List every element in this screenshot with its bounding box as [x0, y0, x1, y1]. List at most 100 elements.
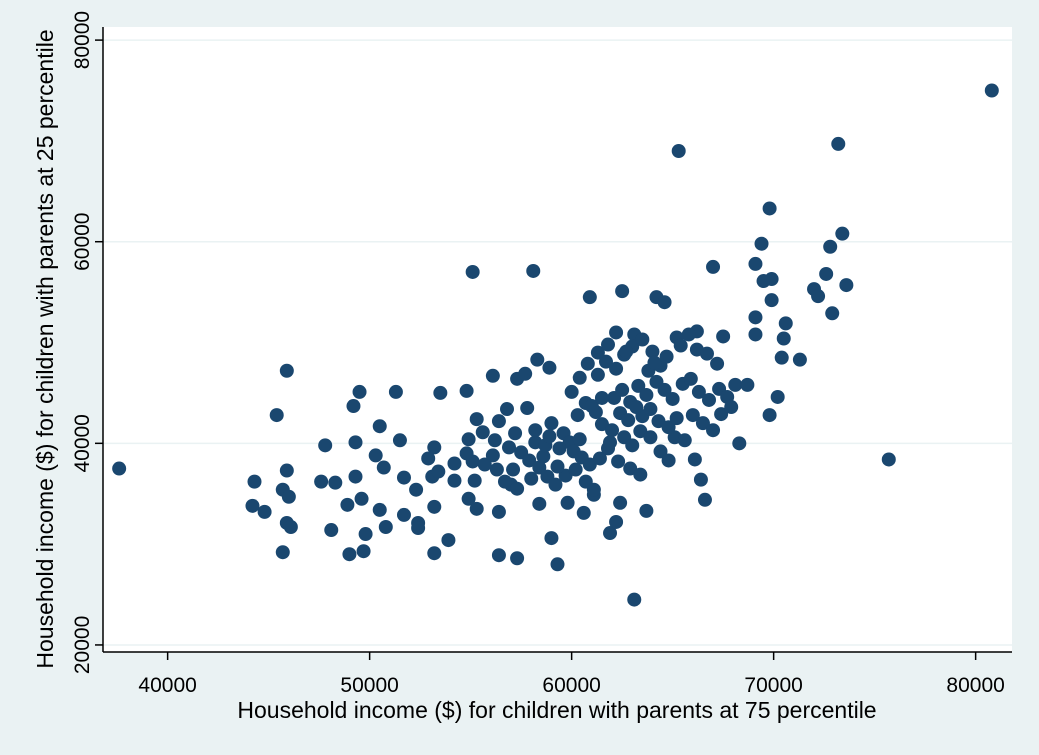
data-point [461, 491, 476, 506]
data-point [615, 284, 630, 299]
data-point [770, 389, 785, 404]
data-point [643, 430, 658, 445]
data-point [542, 429, 557, 444]
data-point [526, 263, 541, 278]
data-points [112, 83, 999, 607]
data-point [590, 345, 605, 360]
y-tick-label: 40000 [71, 414, 94, 472]
y-tick-label: 60000 [71, 213, 94, 271]
data-point [625, 438, 640, 453]
data-point [314, 474, 329, 489]
data-point [710, 356, 725, 371]
data-point [774, 350, 789, 365]
data-point [825, 306, 840, 321]
data-point [279, 463, 294, 478]
data-point [447, 456, 462, 471]
data-point [645, 344, 660, 359]
x-tick-label: 40000 [138, 674, 196, 697]
data-point [427, 499, 442, 514]
data-point [544, 531, 559, 546]
data-point [348, 469, 363, 484]
data-point [714, 407, 729, 422]
data-point [427, 440, 442, 455]
data-point [633, 467, 648, 482]
data-point [352, 384, 367, 399]
data-point [427, 546, 442, 561]
data-point [522, 453, 537, 468]
data-point [520, 401, 535, 416]
y-axis-ticks: 20000 40000 60000 80000 [71, 11, 103, 674]
data-point [661, 453, 676, 468]
data-point [685, 408, 700, 423]
data-point [776, 331, 791, 346]
data-point [376, 460, 391, 475]
data-point [657, 295, 672, 310]
data-point [693, 472, 708, 487]
data-point [491, 548, 506, 563]
data-point [491, 504, 506, 519]
data-point [550, 459, 565, 474]
data-point [605, 423, 620, 438]
data-point [659, 349, 674, 364]
data-point [550, 557, 565, 572]
data-point [328, 475, 343, 490]
data-point [702, 392, 716, 407]
data-point [491, 414, 506, 429]
data-point [487, 433, 502, 448]
data-point [524, 471, 539, 486]
data-point [601, 337, 615, 352]
data-point [497, 474, 512, 489]
data-point [623, 461, 638, 476]
data-point [469, 501, 484, 516]
data-point [469, 412, 484, 427]
y-tick-label: 20000 [71, 616, 94, 674]
data-point [279, 363, 294, 378]
data-point [706, 423, 721, 438]
data-point [653, 444, 668, 459]
x-tick-label: 60000 [542, 674, 600, 697]
data-point [671, 143, 686, 158]
data-point [245, 498, 260, 513]
data-point [811, 289, 826, 304]
data-point [881, 452, 896, 467]
data-point [269, 408, 284, 423]
data-point [528, 423, 543, 438]
data-point [699, 346, 714, 361]
data-point [778, 316, 793, 331]
data-point [475, 425, 490, 440]
data-point [819, 266, 834, 281]
data-point [823, 239, 838, 254]
data-point [582, 457, 597, 472]
data-point [542, 360, 557, 375]
data-point [695, 416, 710, 431]
data-point [835, 226, 850, 241]
data-point [570, 408, 585, 423]
data-point [485, 368, 500, 383]
data-point [732, 436, 747, 451]
data-point [669, 411, 684, 426]
data-point [477, 457, 492, 472]
data-point [467, 473, 482, 488]
data-point [740, 377, 755, 392]
data-point [459, 446, 474, 461]
data-point [281, 489, 296, 504]
y-axis-title: Household income ($) for children with p… [32, 29, 58, 668]
data-point [635, 332, 650, 347]
data-point [598, 354, 613, 369]
data-point [441, 533, 456, 548]
data-point [691, 384, 706, 399]
data-point [348, 435, 363, 450]
data-point [576, 505, 591, 520]
data-point [318, 438, 333, 453]
data-point [396, 507, 411, 522]
data-point [356, 544, 371, 559]
data-point [346, 399, 361, 414]
data-point [358, 527, 373, 542]
data-point [764, 293, 779, 308]
x-tick-label: 80000 [946, 674, 1004, 697]
data-point [447, 473, 462, 488]
data-point [421, 451, 436, 466]
data-point [673, 338, 688, 353]
data-point [657, 382, 672, 397]
data-point [706, 259, 721, 274]
